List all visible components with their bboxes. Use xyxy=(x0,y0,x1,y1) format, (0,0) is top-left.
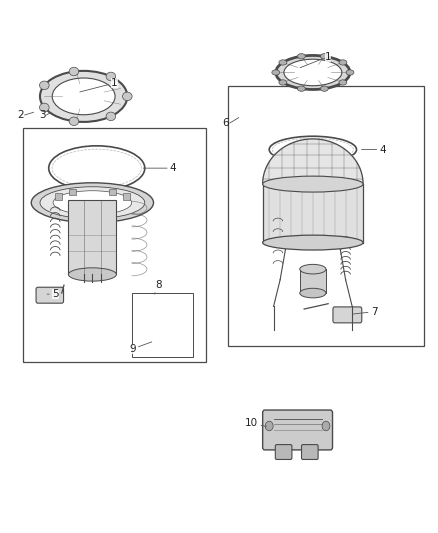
Ellipse shape xyxy=(148,314,177,326)
Text: 4: 4 xyxy=(143,163,177,173)
Ellipse shape xyxy=(279,60,287,65)
Text: 6: 6 xyxy=(222,118,229,128)
Ellipse shape xyxy=(339,80,347,85)
Ellipse shape xyxy=(265,421,273,431)
Ellipse shape xyxy=(106,112,116,120)
Ellipse shape xyxy=(322,421,330,431)
Ellipse shape xyxy=(276,55,350,90)
Bar xyxy=(148,308,176,320)
Polygon shape xyxy=(263,139,363,184)
Ellipse shape xyxy=(148,303,177,315)
Ellipse shape xyxy=(339,60,347,65)
Text: 8: 8 xyxy=(154,280,162,294)
Ellipse shape xyxy=(123,92,132,101)
Ellipse shape xyxy=(39,103,49,112)
Text: 1: 1 xyxy=(80,78,117,92)
Ellipse shape xyxy=(297,54,305,59)
Ellipse shape xyxy=(297,86,305,91)
Text: 9: 9 xyxy=(129,342,152,354)
FancyBboxPatch shape xyxy=(263,410,332,450)
Text: 4: 4 xyxy=(361,144,386,155)
Ellipse shape xyxy=(300,264,326,274)
Ellipse shape xyxy=(106,72,116,80)
Bar xyxy=(155,319,169,328)
Ellipse shape xyxy=(69,67,79,76)
Ellipse shape xyxy=(153,332,171,338)
Ellipse shape xyxy=(321,54,328,59)
Text: 5: 5 xyxy=(47,289,59,299)
Bar xyxy=(109,189,116,196)
Text: 7: 7 xyxy=(353,306,377,317)
Ellipse shape xyxy=(153,316,171,324)
Ellipse shape xyxy=(40,71,127,122)
Bar xyxy=(69,189,76,196)
Ellipse shape xyxy=(40,187,145,219)
Ellipse shape xyxy=(31,183,153,223)
Ellipse shape xyxy=(53,191,132,215)
Ellipse shape xyxy=(300,288,326,298)
Bar xyxy=(22,128,206,362)
Ellipse shape xyxy=(68,268,117,281)
Bar xyxy=(68,200,117,274)
Ellipse shape xyxy=(39,81,49,90)
Bar xyxy=(109,212,116,219)
Ellipse shape xyxy=(321,86,328,91)
Ellipse shape xyxy=(346,70,354,75)
Bar xyxy=(263,184,363,243)
Ellipse shape xyxy=(69,117,79,125)
Text: 1: 1 xyxy=(300,52,332,68)
FancyBboxPatch shape xyxy=(301,445,318,459)
Bar xyxy=(132,293,193,357)
Ellipse shape xyxy=(263,235,363,250)
FancyBboxPatch shape xyxy=(333,307,362,323)
Bar xyxy=(69,212,76,219)
Text: 10: 10 xyxy=(245,418,266,429)
Bar xyxy=(228,86,424,346)
Ellipse shape xyxy=(263,176,363,192)
Bar xyxy=(55,193,62,200)
FancyBboxPatch shape xyxy=(36,287,64,303)
Ellipse shape xyxy=(279,80,287,85)
Ellipse shape xyxy=(52,78,115,115)
Text: 3: 3 xyxy=(39,110,46,120)
Ellipse shape xyxy=(284,59,342,86)
FancyBboxPatch shape xyxy=(276,445,292,459)
Ellipse shape xyxy=(272,70,280,75)
Bar xyxy=(123,193,130,200)
Bar xyxy=(300,268,326,293)
Text: 2: 2 xyxy=(17,110,24,120)
